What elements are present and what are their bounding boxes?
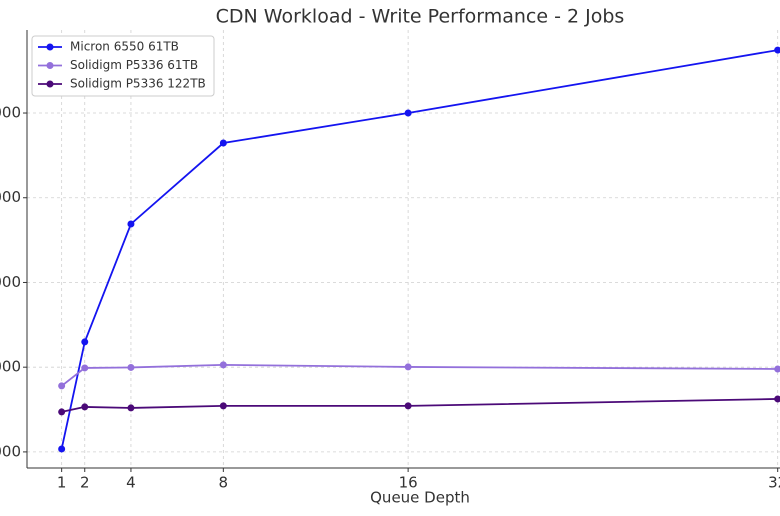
- data-point: [219, 402, 227, 410]
- data-point: [774, 365, 780, 373]
- legend-label: Solidigm P5336 61TB: [70, 58, 198, 72]
- data-point: [81, 364, 89, 372]
- x-axis-label: Queue Depth: [370, 489, 470, 507]
- legend-label: Solidigm P5336 122TB: [70, 77, 206, 91]
- y-tick-label: 4000: [0, 188, 21, 206]
- y-tick-label: 5000: [0, 104, 21, 122]
- data-point: [58, 382, 66, 390]
- x-tick-label: 4: [126, 474, 136, 492]
- data-point: [81, 338, 89, 346]
- data-point: [404, 402, 412, 410]
- data-point: [404, 109, 412, 117]
- series-line: [60, 49, 778, 450]
- x-tick-label: 1: [57, 474, 67, 492]
- legend: Micron 6550 61TB Solidigm P5336 61TB Solid…: [31, 35, 215, 97]
- legend-box: [31, 35, 215, 97]
- chart-title: CDN Workload - Write Performance - 2 Job…: [216, 6, 625, 28]
- data-point: [127, 363, 135, 371]
- legend-label: Micron 6550 61TB: [70, 40, 179, 54]
- x-tick-label: 32: [768, 474, 780, 492]
- data-point: [81, 403, 89, 411]
- data-point: [58, 445, 66, 453]
- legend-marker: [46, 80, 54, 88]
- x-tick-label: 8: [219, 474, 229, 492]
- legend-marker: [46, 43, 54, 51]
- data-point: [127, 404, 135, 412]
- data-point: [127, 220, 135, 228]
- series-line: [61, 363, 778, 387]
- data-point: [219, 139, 227, 147]
- data-point: [219, 361, 227, 369]
- x-tick-label: 16: [399, 474, 418, 492]
- y-tick-label: 1000: [0, 442, 21, 460]
- data-point: [58, 408, 66, 416]
- series-line: [61, 398, 778, 413]
- y-tick-label: 2000: [0, 358, 21, 376]
- data-point: [404, 363, 412, 371]
- data-point: [774, 395, 780, 403]
- x-tick-label: 2: [80, 474, 90, 492]
- legend-marker: [46, 62, 54, 69]
- y-tick-label: 3000: [0, 273, 21, 291]
- data-point: [774, 46, 780, 54]
